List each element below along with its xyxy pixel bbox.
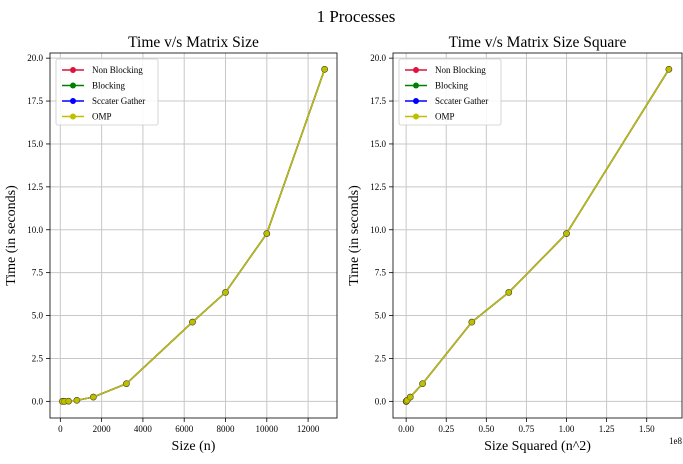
x-axis-label: Size Squared (n^2) bbox=[484, 439, 591, 454]
data-point bbox=[505, 289, 513, 296]
x-tick-label: 0.00 bbox=[398, 424, 414, 434]
x-axis-offset-label: 1e8 bbox=[669, 436, 682, 446]
y-tick-label: 17.5 bbox=[370, 96, 386, 106]
chart-title: Time v/s Matrix Size Square bbox=[449, 34, 627, 51]
y-tick-label: 20.0 bbox=[370, 53, 386, 63]
y-axis-label: Time (in seconds) bbox=[347, 185, 362, 286]
legend-swatch-marker bbox=[413, 113, 419, 120]
x-tick-label: 4000 bbox=[134, 424, 153, 434]
data-point bbox=[321, 66, 328, 73]
y-tick-label: 12.5 bbox=[370, 182, 386, 192]
x-tick-label: 0.50 bbox=[478, 424, 494, 434]
data-point bbox=[406, 393, 414, 401]
y-tick-label: 15.0 bbox=[370, 139, 386, 149]
data-point bbox=[73, 397, 81, 404]
y-tick-label: 0.0 bbox=[32, 396, 44, 406]
data-point bbox=[665, 66, 673, 73]
chart-panel-size-squared: 0.00 0.25 0.50 0.75 1.00 1.25 1.50 0.0 2.5 5.0 7.5… bbox=[347, 34, 682, 454]
legend-swatch-marker bbox=[70, 98, 76, 104]
y-tick-label: 5.0 bbox=[32, 311, 44, 321]
data-point bbox=[419, 380, 426, 387]
x-tick-label: 1.00 bbox=[559, 424, 575, 434]
legend-swatch-marker bbox=[413, 82, 419, 89]
y-tick-label: 10.0 bbox=[370, 225, 386, 235]
legend-label: Non Blocking bbox=[435, 65, 486, 75]
x-tick-label: 0.25 bbox=[438, 424, 454, 434]
legend-swatch-marker bbox=[70, 113, 76, 120]
data-point bbox=[468, 318, 476, 326]
x-tick-label: 2000 bbox=[93, 424, 112, 434]
legend-swatch-marker bbox=[413, 67, 419, 73]
data-point bbox=[222, 289, 229, 296]
x-tick-label: 6000 bbox=[175, 424, 194, 434]
axes-frame bbox=[49, 52, 338, 419]
x-tick-label: 12000 bbox=[297, 424, 320, 434]
data-point bbox=[90, 393, 97, 401]
chart-panel-size: 0 2000 4000 6000 8000 10000 12000 0.0 2.5 5.0 7.5 1… bbox=[4, 34, 338, 454]
y-tick-label: 2.5 bbox=[375, 353, 387, 363]
legend-swatch-marker bbox=[70, 82, 76, 89]
y-axis-label: Time (in seconds) bbox=[4, 185, 19, 286]
legend-label: Sccater Gather bbox=[435, 96, 488, 106]
y-tick-label: 17.5 bbox=[27, 96, 43, 106]
legend-label: Blocking bbox=[92, 81, 125, 91]
x-tick-label: 1.25 bbox=[599, 424, 615, 434]
x-tick-label: 10000 bbox=[256, 424, 279, 434]
legend-swatch-marker bbox=[413, 98, 419, 104]
y-tick-label: 0.0 bbox=[375, 396, 387, 406]
x-tick-label: 0.75 bbox=[519, 424, 535, 434]
legend-label: OMP bbox=[92, 112, 112, 122]
x-axis-label: Size (n) bbox=[172, 439, 216, 454]
legend-swatch-marker bbox=[70, 67, 76, 73]
data-point bbox=[123, 380, 130, 387]
data-point bbox=[189, 318, 196, 326]
y-tick-label: 12.5 bbox=[27, 182, 43, 192]
legend-box bbox=[55, 58, 159, 126]
y-tick-label: 20.0 bbox=[27, 53, 43, 63]
y-tick-label: 2.5 bbox=[32, 353, 44, 363]
figure-suptitle: 1 Processes bbox=[317, 7, 396, 26]
y-tick-label: 15.0 bbox=[27, 139, 43, 149]
data-point bbox=[563, 230, 570, 237]
data-point bbox=[65, 397, 72, 405]
data-point bbox=[263, 230, 271, 237]
y-tick-label: 5.0 bbox=[375, 311, 387, 321]
x-tick-label: 1.50 bbox=[639, 424, 655, 434]
x-tick-label: 8000 bbox=[217, 424, 236, 434]
x-tick-label: 0 bbox=[58, 424, 63, 434]
legend-label: Blocking bbox=[435, 81, 468, 91]
y-tick-label: 7.5 bbox=[32, 268, 44, 278]
chart-title: Time v/s Matrix Size bbox=[128, 34, 259, 51]
y-tick-label: 7.5 bbox=[375, 268, 387, 278]
y-tick-label: 10.0 bbox=[27, 225, 43, 235]
legend-box bbox=[398, 58, 502, 126]
axes-frame bbox=[392, 52, 683, 419]
legend-label: Non Blocking bbox=[92, 65, 143, 75]
legend-label: Sccater Gather bbox=[92, 96, 145, 106]
legend-label: OMP bbox=[435, 112, 455, 122]
